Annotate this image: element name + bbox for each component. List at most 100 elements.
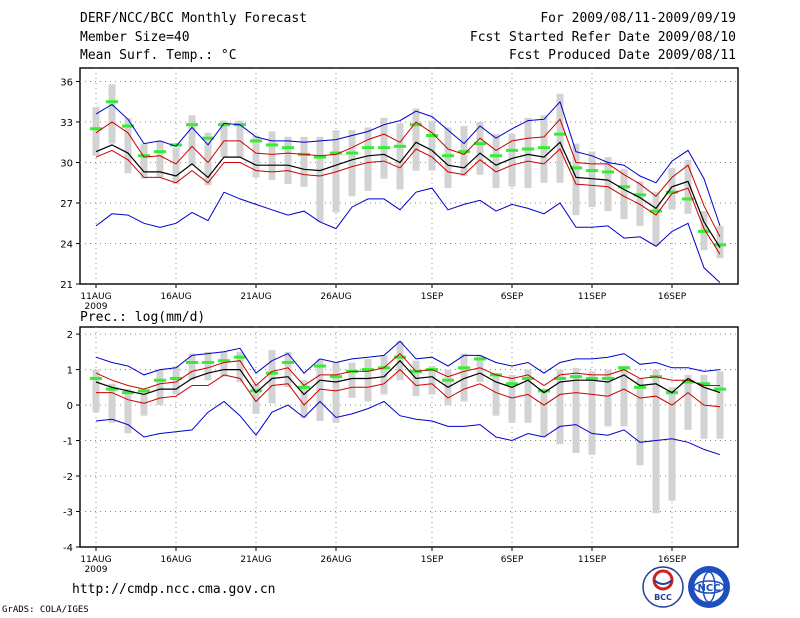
x-tick-label: 11AUG (80, 555, 111, 565)
y-tick-label: 33 (60, 118, 73, 129)
member-size: Member Size=40 (80, 30, 190, 45)
range-bar (332, 130, 340, 213)
range-bar (604, 369, 612, 427)
series-line-lower_sd (95, 148, 721, 255)
range-bar (284, 136, 292, 185)
ncc-logo: NCC (688, 566, 730, 608)
range-bar (476, 355, 484, 382)
range-bar (524, 117, 532, 189)
range-bar (300, 380, 308, 418)
range-bar (540, 389, 548, 437)
y-tick-label: 1 (67, 366, 73, 377)
plot-frame (79, 67, 739, 285)
x-tick-label: 6SEP (501, 555, 524, 565)
range-bar (396, 123, 404, 190)
forecast-period: For 2009/08/11-2009/09/19 (540, 11, 736, 26)
series-line-mean (95, 141, 721, 248)
grads-credit: GrADS: COLA/IGES (2, 605, 89, 615)
range-bar (92, 369, 100, 413)
range-bar (668, 167, 676, 210)
ncc-logo-text: NCC (697, 583, 720, 594)
x-year-label: 2009 (85, 302, 108, 312)
range-bar (636, 378, 644, 466)
range-bar (428, 366, 436, 395)
range-bar (220, 120, 228, 158)
range-bar (444, 127, 452, 189)
range-bar (364, 358, 372, 402)
logos: BCC NCC (642, 566, 730, 608)
x-tick-label: 11SEP (578, 555, 607, 565)
range-bar (412, 108, 420, 171)
range-bar (124, 389, 132, 434)
range-bar (492, 373, 500, 416)
range-bar (268, 350, 276, 404)
series-line-upper (95, 340, 721, 376)
range-bar (620, 366, 628, 427)
range-bar (556, 93, 564, 183)
range-bar (156, 369, 164, 406)
range-bar (204, 351, 212, 381)
range-bar (236, 351, 244, 382)
y-tick-label: 27 (60, 199, 73, 210)
range-bar (668, 387, 676, 501)
chart-title: DERF/NCC/BCC Monthly Forecast (80, 11, 307, 26)
range-bar (652, 369, 660, 514)
y-tick-label: -2 (63, 472, 73, 483)
series-line-upper_sd (95, 118, 721, 238)
range-bar (636, 181, 644, 226)
range-bar (460, 353, 468, 402)
range-bar (572, 367, 580, 453)
temperature-panel: 21 24 27 30 33 36 11AUG 16AUG 21AUG 26AUG 1SEP 6SEP… (60, 67, 739, 312)
range-bar (156, 140, 164, 178)
x-tick-label: 16AUG (160, 292, 191, 302)
range-bar (428, 120, 436, 171)
series-line-mean (95, 359, 721, 396)
range-bar (604, 157, 612, 212)
range-bar (588, 371, 596, 455)
x-tick-label: 1SEP (421, 555, 444, 565)
range-bar (300, 136, 308, 187)
plot-frame (79, 326, 739, 548)
series-line-lower (95, 187, 721, 283)
range-bar (684, 159, 692, 214)
range-bar (508, 374, 516, 423)
y-tick-label: 36 (60, 78, 73, 89)
series-line-lower (95, 400, 721, 456)
range-bar (172, 147, 180, 185)
x-tick-label: 1SEP (421, 292, 444, 302)
y-tick-label: -1 (63, 437, 73, 448)
range-bar (140, 143, 148, 179)
range-bar (380, 355, 388, 395)
bcc-logo: BCC (642, 566, 684, 608)
precipitation-panel: -4 -3 -2 -1 0 1 2 11AUG 16AUG 21AUG 26AUG 1SEP 6SEP 1… (63, 326, 739, 575)
x-tick-label: 11AUG (80, 292, 111, 302)
y-tick-label: 21 (60, 280, 73, 291)
range-bar (716, 225, 724, 259)
x-tick-label: 21AUG (240, 555, 271, 565)
range-bar (252, 135, 260, 178)
x-year-label: 2009 (85, 565, 108, 575)
range-bar (572, 143, 580, 216)
x-tick-label: 21AUG (240, 292, 271, 302)
range-bar (188, 115, 196, 166)
produced-date: Fcst Produced Date 2009/08/11 (509, 48, 736, 63)
range-bar (476, 122, 484, 175)
range-bar (284, 351, 292, 388)
x-tick-label: 26AUG (320, 555, 351, 565)
x-tick-label: 26AUG (320, 292, 351, 302)
source-url[interactable]: http://cmdp.ncc.cma.gov.cn (72, 582, 276, 597)
start-date: Fcst Started Refer Date 2009/08/10 (469, 30, 736, 45)
range-bar (108, 383, 116, 423)
range-bar (316, 136, 324, 222)
range-bar (684, 374, 692, 430)
range-bar (620, 169, 628, 220)
series-line-upper (95, 100, 721, 227)
range-bar (508, 134, 516, 187)
range-bar (124, 117, 132, 174)
range-bar (700, 374, 708, 439)
bcc-logo-text: BCC (654, 593, 672, 602)
series-line-lower_sd (96, 368, 721, 408)
range-bar (172, 366, 180, 395)
x-tick-label: 11SEP (578, 292, 607, 302)
